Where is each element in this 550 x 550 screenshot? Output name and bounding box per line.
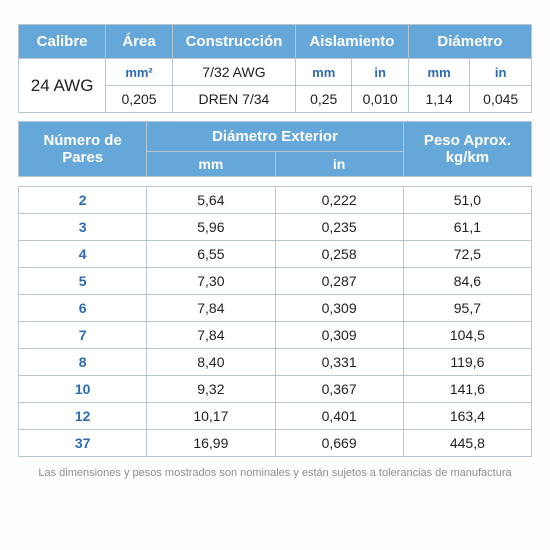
table-row: 88,400,331119,6 — [19, 349, 532, 376]
cell-mm: 7,84 — [147, 295, 275, 322]
unit-aisl-mm: mm — [296, 59, 352, 86]
cell-mm: 6,55 — [147, 241, 275, 268]
cell-pares: 8 — [19, 349, 147, 376]
footnote: Las dimensiones y pesos mostrados son no… — [18, 465, 532, 479]
cell-kg: 84,6 — [403, 268, 531, 295]
cell-pares: 6 — [19, 295, 147, 322]
th-calibre: Calibre — [19, 25, 106, 59]
th-diametro: Diámetro — [408, 25, 531, 59]
cell-kg: 72,5 — [403, 241, 531, 268]
cell-kg: 95,7 — [403, 295, 531, 322]
th-peso: Peso Aprox. kg/km — [403, 122, 531, 177]
cell-diam-mm: 1,14 — [408, 86, 470, 113]
cell-pares: 3 — [19, 214, 147, 241]
cell-in: 0,669 — [275, 430, 403, 457]
cell-in: 0,309 — [275, 295, 403, 322]
cell-constr-bot: DREN 7/34 — [172, 86, 295, 113]
cell-pares: 5 — [19, 268, 147, 295]
cell-pares: 10 — [19, 376, 147, 403]
cell-calibre: 24 AWG — [19, 59, 106, 113]
cell-in: 0,367 — [275, 376, 403, 403]
cell-diam-in: 0,045 — [470, 86, 532, 113]
cell-kg: 61,1 — [403, 214, 531, 241]
cell-kg: 163,4 — [403, 403, 531, 430]
cell-pares: 12 — [19, 403, 147, 430]
cell-kg: 119,6 — [403, 349, 531, 376]
cell-kg: 445,8 — [403, 430, 531, 457]
cell-mm: 9,32 — [147, 376, 275, 403]
cell-kg: 51,0 — [403, 187, 531, 214]
th-construccion: Construcción — [172, 25, 295, 59]
unit-diam-mm: mm — [408, 59, 470, 86]
cell-aisl-mm: 0,25 — [296, 86, 352, 113]
th-pares: Número de Pares — [19, 122, 147, 177]
cell-in: 0,222 — [275, 187, 403, 214]
table-row: 57,300,28784,6 — [19, 268, 532, 295]
cell-pares: 4 — [19, 241, 147, 268]
cell-pares: 37 — [19, 430, 147, 457]
spacer — [19, 177, 532, 187]
cell-mm: 16,99 — [147, 430, 275, 457]
cell-mm: 5,64 — [147, 187, 275, 214]
cell-mm: 5,96 — [147, 214, 275, 241]
unit-aisl-in: in — [352, 59, 408, 86]
cell-pares: 7 — [19, 322, 147, 349]
cell-in: 0,401 — [275, 403, 403, 430]
cell-pares: 2 — [19, 187, 147, 214]
cell-in: 0,235 — [275, 214, 403, 241]
cell-mm: 7,84 — [147, 322, 275, 349]
th-area: Área — [106, 25, 173, 59]
table-row: 67,840,30995,7 — [19, 295, 532, 322]
table-row: 1210,170,401163,4 — [19, 403, 532, 430]
table-row: 109,320,367141,6 — [19, 376, 532, 403]
cable-spec-table: Calibre Área Construcción Aislamiento Di… — [18, 24, 532, 113]
cell-area-val: 0,205 — [106, 86, 173, 113]
table-row: 46,550,25872,5 — [19, 241, 532, 268]
unit-diam-in: in — [470, 59, 532, 86]
cell-kg: 141,6 — [403, 376, 531, 403]
cell-constr-top: 7/32 AWG — [172, 59, 295, 86]
th-diam-ext: Diámetro Exterior — [147, 122, 404, 152]
pairs-table: Número de Pares Diámetro Exterior Peso A… — [18, 121, 532, 457]
unit-area: mm² — [106, 59, 173, 86]
cell-mm: 8,40 — [147, 349, 275, 376]
th-aislamiento: Aislamiento — [296, 25, 409, 59]
cell-mm: 7,30 — [147, 268, 275, 295]
table-row: 77,840,309104,5 — [19, 322, 532, 349]
table-row: 35,960,23561,1 — [19, 214, 532, 241]
th-in: in — [275, 152, 403, 177]
cell-aisl-in: 0,010 — [352, 86, 408, 113]
cell-in: 0,309 — [275, 322, 403, 349]
cell-in: 0,287 — [275, 268, 403, 295]
cell-kg: 104,5 — [403, 322, 531, 349]
cell-in: 0,331 — [275, 349, 403, 376]
table-row: 25,640,22251,0 — [19, 187, 532, 214]
cell-mm: 10,17 — [147, 403, 275, 430]
th-mm: mm — [147, 152, 275, 177]
table-row: 3716,990,669445,8 — [19, 430, 532, 457]
cell-in: 0,258 — [275, 241, 403, 268]
